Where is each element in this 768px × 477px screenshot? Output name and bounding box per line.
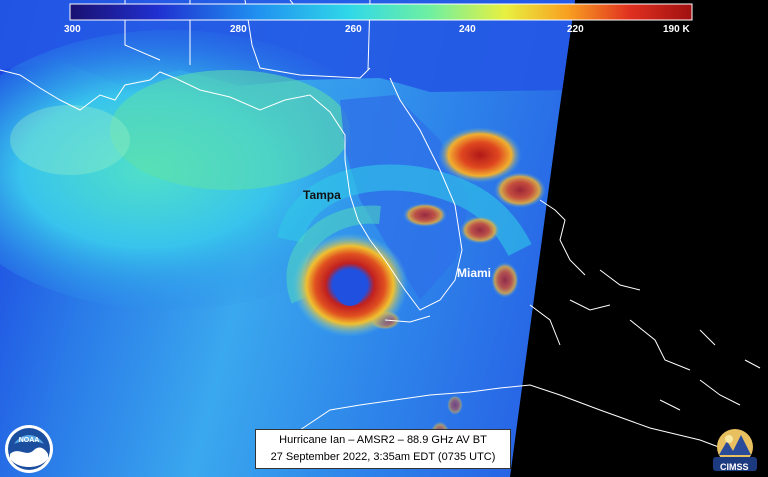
colorbar-label-300: 300 [64,24,81,35]
cimss-logo-icon [713,429,757,471]
colorbar-label-280: 280 [230,24,247,35]
city-label-miami: Miami [457,266,492,280]
satellite-swath [0,0,575,477]
coastlines [0,0,761,456]
colorbar-label-240: 240 [459,24,476,35]
hurricane-eye [336,278,364,306]
colorbar-label-220: 220 [567,24,584,35]
city-label-tampa: Tampa [303,188,341,202]
noaa-logo-text: NOAA [19,437,40,444]
colorbar-label-190k: 190 K [663,24,690,35]
cimss-logo-text: CIMSS [720,462,749,472]
colorbar-label-260: 260 [345,24,362,35]
colorbar [69,3,693,21]
caption-line-1: Hurricane Ian – AMSR2 – 88.9 GHz AV BT [279,434,487,446]
caption-box: Hurricane Ian – AMSR2 – 88.9 GHz AV BT 2… [255,429,511,469]
noaa-logo-icon: NOAA [5,425,53,473]
caption-line-2: 27 September 2022, 3:35am EDT (0735 UTC) [270,451,496,463]
